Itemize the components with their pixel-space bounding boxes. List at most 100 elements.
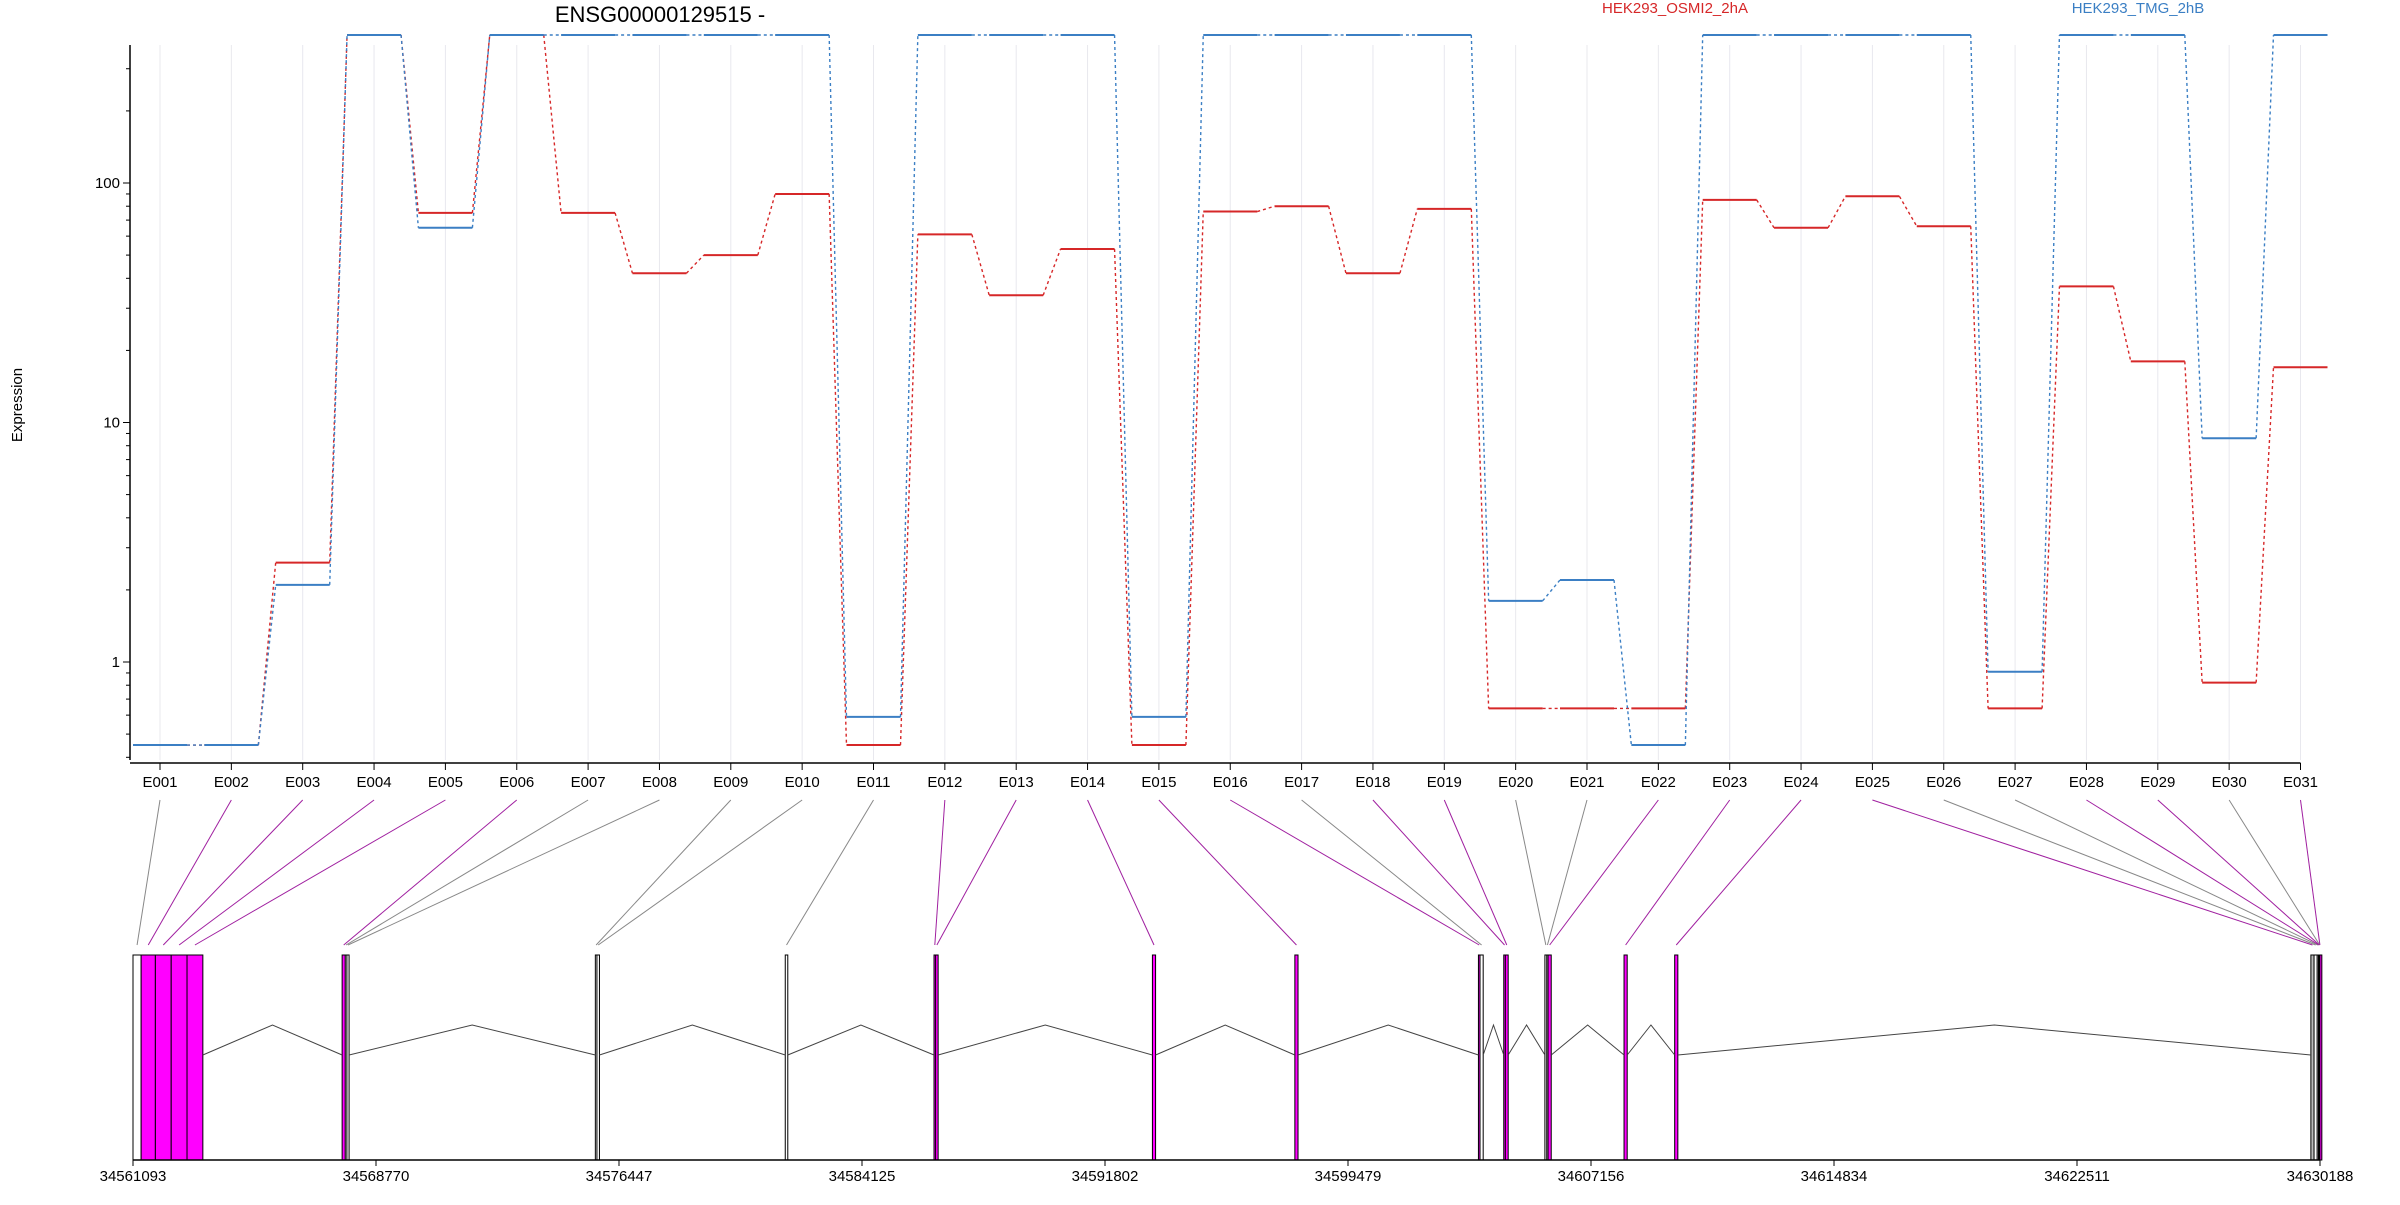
genomic-tick-label: 34607156 — [1558, 1168, 1625, 1185]
exon-box — [1294, 954, 1299, 1161]
chart-title: ENSG00000129515 - — [555, 2, 765, 27]
intron-line — [202, 1024, 343, 1056]
exon-box — [1504, 954, 1509, 1161]
genomic-tick-label: 34584125 — [829, 1168, 896, 1185]
exon-connector-E020 — [1515, 799, 1547, 946]
intron-line — [599, 1024, 786, 1056]
x-tick-label: E003 — [285, 774, 320, 791]
exon-connector-E028 — [2086, 799, 2320, 946]
series-connector — [1185, 211, 1204, 746]
x-tick-label: E021 — [1569, 774, 1604, 791]
series-connector — [471, 34, 491, 228]
intron-line — [1626, 1024, 1676, 1056]
exon-connector-E019 — [1443, 799, 1508, 946]
x-tick-label: E029 — [2140, 774, 2175, 791]
y-tick-label: 1 — [112, 654, 120, 671]
series-connector — [1898, 195, 1918, 227]
series-layer — [133, 34, 2328, 747]
x-tick-label: E012 — [927, 774, 962, 791]
exon-box — [1547, 954, 1552, 1161]
exon-box — [784, 954, 789, 1161]
series-connector — [2184, 361, 2203, 683]
exon-box — [346, 954, 350, 1161]
x-tick-label: E028 — [2069, 774, 2104, 791]
exon-connector-E021 — [1546, 799, 1588, 946]
exon-box — [935, 954, 939, 1161]
series-connector — [1470, 34, 1490, 601]
series-connector — [2112, 286, 2132, 362]
legend-entry-series-1: HEK293_OSMI2_2hA — [1602, 0, 1748, 17]
exon-connector-E027 — [2014, 799, 2319, 946]
series-connector — [1613, 579, 1633, 746]
series-connector — [2041, 286, 2061, 709]
grid-lines — [159, 45, 2301, 760]
genomic-tick-label: 34561093 — [100, 1168, 167, 1185]
genomic-tick-label: 34614834 — [1801, 1168, 1868, 1185]
series-connector — [1684, 34, 1704, 746]
x-tick-label: E007 — [571, 774, 606, 791]
exon-box — [1479, 954, 1484, 1161]
exon-box — [2319, 954, 2323, 1161]
x-tick-label: E008 — [642, 774, 677, 791]
genomic-tick-label: 34599479 — [1315, 1168, 1382, 1185]
exon-connector-E018 — [1372, 799, 1505, 946]
x-tick-label: E016 — [1213, 774, 1248, 791]
exon-connector-E023 — [1625, 799, 1731, 946]
genomic-tick-label: 34591802 — [1072, 1168, 1139, 1185]
exon-box — [154, 954, 172, 1161]
x-tick-label: E020 — [1498, 774, 1533, 791]
y-tick-label: 100 — [95, 175, 120, 192]
series-connector — [1970, 34, 1989, 672]
exon-connector-E029 — [2157, 799, 2320, 946]
series-connector — [828, 193, 848, 746]
exon-connector-E005 — [194, 799, 446, 946]
exon-connector-E014 — [1087, 799, 1155, 946]
exon-connector-E016 — [1229, 799, 1480, 946]
exon-connector-E025 — [1872, 799, 2313, 946]
series-connector — [2041, 34, 2061, 672]
exon-connector-E003 — [162, 799, 304, 946]
exon-connector-E007 — [345, 799, 589, 946]
series-connector — [400, 34, 420, 228]
exon-connector-E008 — [347, 799, 660, 946]
x-tick-label: E005 — [428, 774, 463, 791]
intron-line — [1550, 1024, 1625, 1056]
intron-line — [1297, 1024, 1479, 1056]
x-tick-label: E023 — [1712, 774, 1747, 791]
exon-box — [170, 954, 188, 1161]
exon-connector-E017 — [1301, 799, 1482, 946]
exon-connector-E022 — [1549, 799, 1659, 946]
series-connector — [1542, 579, 1561, 602]
x-tick-label: E006 — [499, 774, 534, 791]
y-tick-label: 10 — [103, 415, 120, 432]
series-connector — [757, 193, 776, 256]
x-tick-label: E024 — [1784, 774, 1819, 791]
exon-connector-E024 — [1675, 799, 1802, 946]
exon-box — [1623, 954, 1628, 1161]
intron-line — [937, 1024, 1153, 1056]
x-tick-label: E031 — [2283, 774, 2318, 791]
exon-box — [132, 954, 142, 1161]
genomic-tick-label: 34568770 — [343, 1168, 410, 1185]
exon-box — [596, 954, 600, 1161]
x-tick-label: E022 — [1641, 774, 1676, 791]
x-tick-label: E027 — [1998, 774, 2033, 791]
series-connector — [971, 234, 990, 296]
exon-connector-E031 — [2300, 799, 2321, 946]
x-tick-label: E018 — [1355, 774, 1390, 791]
series-connector — [1399, 208, 1418, 274]
exon-connector-E026 — [1943, 799, 2316, 946]
x-tick-label: E015 — [1141, 774, 1176, 791]
exon-connector-E015 — [1158, 799, 1297, 946]
exon-connector-E013 — [936, 799, 1017, 946]
series-connector — [257, 584, 277, 746]
series-connector — [685, 254, 705, 274]
x-tick-label: E004 — [357, 774, 392, 791]
series-connector — [899, 234, 919, 746]
x-tick-label: E026 — [1926, 774, 1961, 791]
y-axis-label: Expression — [9, 368, 26, 442]
intron-line — [1155, 1024, 1296, 1056]
series-2 — [133, 34, 2328, 747]
exon-connector-E011 — [786, 799, 874, 946]
